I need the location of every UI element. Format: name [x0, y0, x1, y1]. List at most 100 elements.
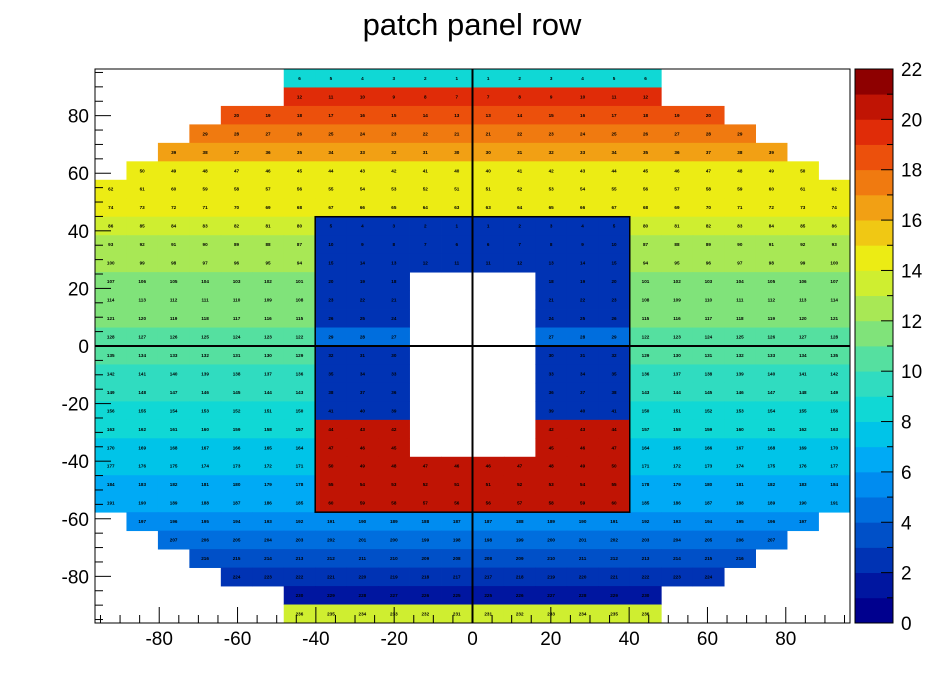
color-band [855, 396, 893, 422]
cell-index-label: 61 [140, 187, 146, 192]
cell-index-label: 26 [611, 316, 617, 321]
heatmap-cell [566, 253, 599, 273]
heatmap-cell [472, 456, 505, 476]
cell-index-label: 42 [391, 427, 397, 432]
color-band [855, 547, 893, 574]
cell-index-label: 123 [264, 334, 272, 339]
cell-index-label: 95 [674, 261, 680, 266]
heatmap-cell [724, 401, 756, 421]
cell-index-label: 122 [642, 334, 650, 339]
heatmap-cell [252, 253, 285, 273]
cell-index-label: 131 [705, 353, 713, 358]
heatmap-cell [472, 216, 505, 236]
heatmap-cell [692, 401, 725, 421]
cell-index-label: 85 [140, 224, 146, 229]
cell-index-label: 14 [580, 261, 586, 266]
heatmap-cell [126, 309, 159, 328]
cell-index-label: 184 [830, 482, 838, 487]
cell-index-label: 208 [453, 556, 461, 561]
heatmap-cell [189, 493, 222, 513]
heatmap-cell [441, 530, 473, 550]
heatmap-cell [566, 124, 599, 144]
heatmap-cell [189, 382, 222, 402]
heatmap-cell [787, 161, 819, 181]
cell-index-label: 64 [517, 205, 523, 210]
cell-index-label: 198 [484, 538, 492, 543]
cell-index-label: 126 [170, 334, 178, 339]
cell-index-label: 46 [674, 168, 680, 173]
cell-index-label: 2 [424, 224, 427, 229]
cell-index-label: 138 [705, 371, 713, 376]
x-tick-label: 80 [775, 629, 796, 650]
heatmap-cell [346, 530, 379, 550]
cell-index-label: 4 [361, 224, 364, 229]
heatmap-cell [283, 105, 316, 125]
cell-index-label: 182 [170, 482, 178, 487]
heatmap-cell [503, 235, 536, 255]
cell-index-label: 60 [171, 187, 177, 192]
heatmap-cell [629, 235, 662, 255]
cell-index-label: 217 [484, 575, 492, 580]
cell-index-label: 87 [643, 242, 649, 247]
cell-index-label: 45 [391, 445, 397, 450]
heatmap-cell [346, 179, 379, 199]
cell-index-label: 202 [327, 538, 335, 543]
cell-index-label: 213 [642, 556, 650, 561]
heatmap-cell [598, 475, 631, 495]
heatmap-cell [283, 142, 316, 162]
heatmap-cell [315, 309, 348, 328]
cell-index-label: 48 [737, 168, 743, 173]
cell-index-label: 43 [580, 168, 586, 173]
cell-index-label: 97 [203, 261, 209, 266]
cell-index-label: 149 [830, 390, 838, 395]
heatmap-cell [126, 345, 159, 365]
heatmap-cell [378, 216, 410, 236]
cell-index-label: 14 [360, 261, 366, 266]
cell-index-label: 45 [297, 168, 303, 173]
cell-index-label: 146 [736, 390, 744, 395]
heatmap-cell [252, 161, 285, 181]
heatmap-cell [346, 586, 379, 605]
cell-index-label: 54 [580, 187, 586, 192]
heatmap-cell [692, 549, 725, 568]
heatmap-cell [787, 235, 819, 255]
cell-index-label: 128 [830, 334, 838, 339]
cell-index-label: 107 [830, 279, 838, 284]
cell-index-label: 58 [234, 187, 240, 192]
cell-index-label: 102 [264, 279, 272, 284]
color-band [855, 371, 893, 397]
heatmap-cell [315, 586, 348, 605]
cell-index-label: 171 [642, 464, 650, 469]
heatmap-cell [598, 309, 631, 328]
cell-index-label: 34 [611, 150, 617, 155]
heatmap-cell [787, 179, 819, 199]
cell-index-label: 206 [736, 538, 744, 543]
heatmap-cell [315, 124, 348, 144]
cell-index-label: 9 [393, 94, 396, 99]
cell-index-label: 29 [737, 131, 743, 136]
cell-index-label: 164 [296, 445, 304, 450]
cell-index-label: 101 [642, 279, 650, 284]
heatmap-cell [95, 253, 127, 273]
cell-index-label: 131 [233, 353, 241, 358]
heatmap-cell [441, 198, 473, 218]
heatmap-cell [346, 549, 379, 568]
z-tick-label: 0 [901, 614, 912, 635]
cell-index-label: 5 [330, 224, 333, 229]
cell-index-label: 101 [296, 279, 304, 284]
heatmap-cell [566, 198, 599, 218]
heatmap-cell [787, 438, 819, 458]
heatmap-cell [692, 567, 725, 587]
cell-index-label: 103 [233, 279, 241, 284]
heatmap-cell [818, 419, 851, 439]
heatmap-cell [220, 419, 253, 439]
cell-index-label: 67 [328, 205, 334, 210]
heatmap-cell [755, 382, 788, 402]
heatmap-cell [409, 87, 442, 107]
heatmap-cell [346, 87, 379, 107]
cell-index-label: 141 [799, 371, 807, 376]
cell-index-label: 162 [138, 427, 146, 432]
cell-index-label: 211 [579, 556, 587, 561]
cell-index-label: 57 [517, 501, 523, 506]
heatmap-cell [661, 401, 694, 421]
